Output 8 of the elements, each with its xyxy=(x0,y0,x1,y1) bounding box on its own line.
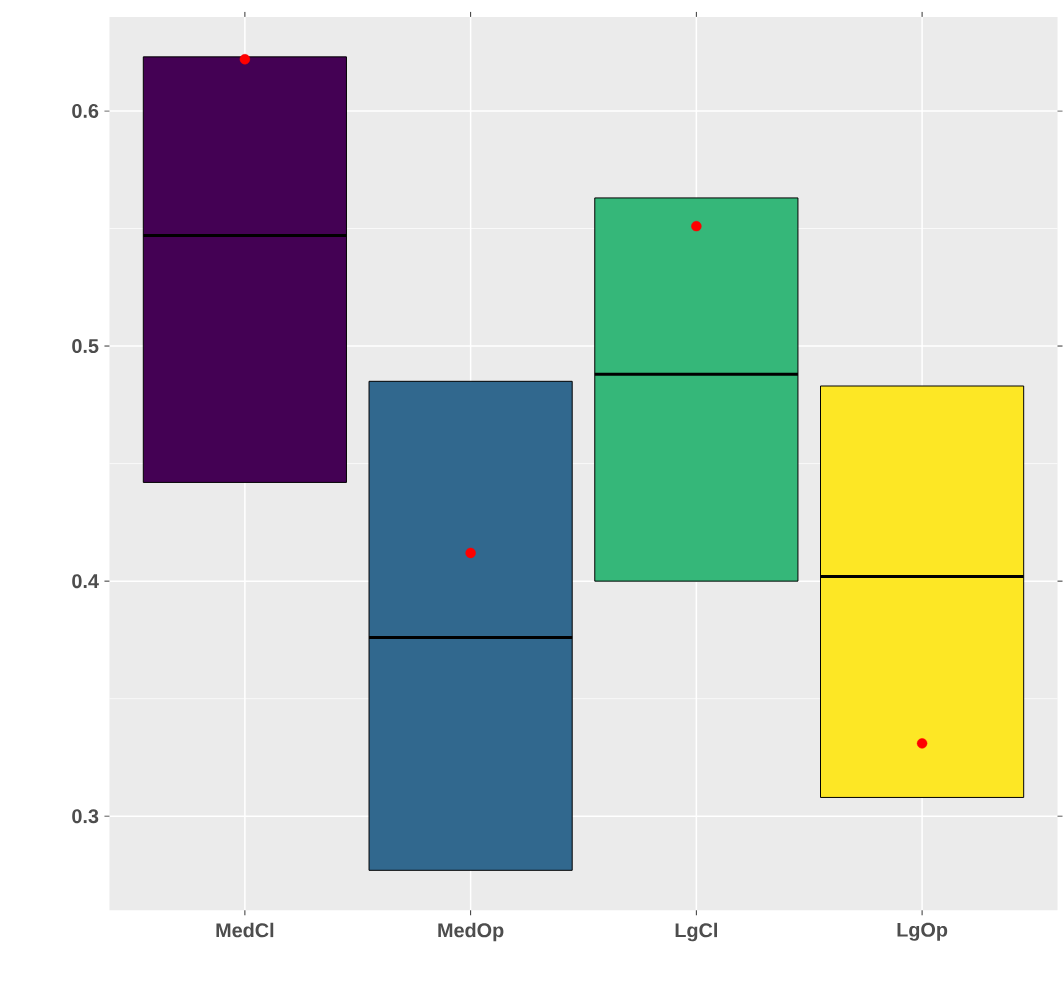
x-tick-label: LgCl xyxy=(675,922,717,942)
y-tick-label: 0.6 xyxy=(72,103,99,118)
x-tick-label: MedCl xyxy=(216,922,274,938)
x-tick-label: LgOp xyxy=(897,922,948,941)
x-tick-label: MedOp xyxy=(438,922,504,942)
y-tick-label: 0.3 xyxy=(72,809,99,824)
y-tick-label: 0.5 xyxy=(72,339,99,354)
y-tick-label: 0.4 xyxy=(72,574,99,589)
